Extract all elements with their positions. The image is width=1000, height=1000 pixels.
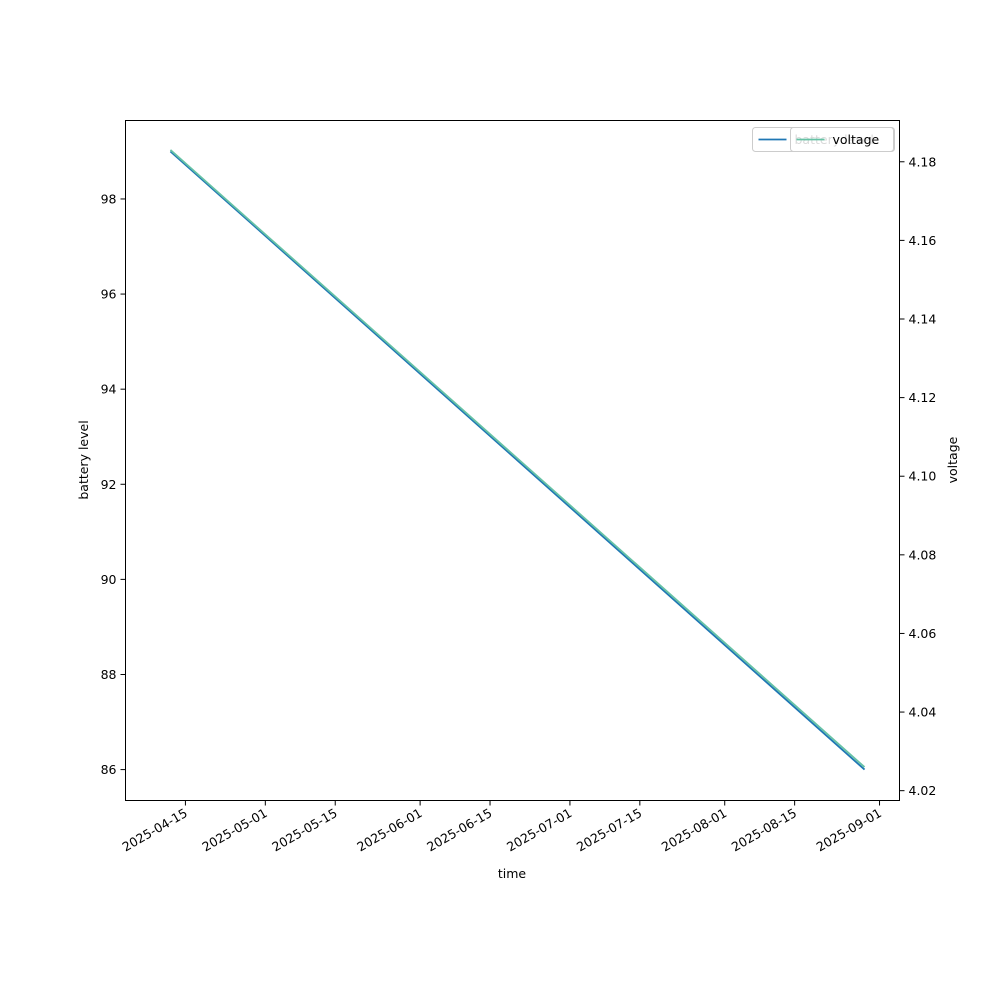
series-layer — [169, 149, 866, 771]
x-axis-label: time — [498, 866, 527, 881]
y-left-tick-label: 88 — [101, 667, 117, 682]
legend-voltage: voltage — [790, 127, 894, 152]
y-left-tick-label: 94 — [101, 382, 117, 397]
y-axis-right: 4.02 4.04 4.06 4.08 4.10 4.12 4.14 4.16 4.18 — [899, 154, 937, 798]
plot-frame — [125, 120, 900, 801]
x-tick-label: 2025-06-01 — [354, 805, 424, 854]
x-axis: 2025-04-15 2025-05-01 2025-05-15 2025-06-01… — [120, 800, 884, 854]
y-right-tick-label: 4.06 — [909, 626, 937, 641]
y-right-tick-label: 4.04 — [909, 705, 937, 720]
x-tick-label: 2025-08-01 — [659, 805, 729, 854]
legend-label: voltage — [833, 132, 880, 147]
x-tick-label: 2025-05-01 — [199, 805, 269, 854]
x-tick-label: 2025-04-15 — [120, 805, 190, 854]
series-line-voltage — [169, 149, 866, 768]
x-tick-label: 2025-06-15 — [424, 805, 494, 854]
y-right-tick-label: 4.18 — [909, 154, 937, 169]
y-left-tick-label: 92 — [101, 477, 117, 492]
x-tick-label: 2025-07-15 — [574, 805, 644, 854]
y-right-tick-label: 4.16 — [909, 233, 937, 248]
y-axis-right-label: voltage — [945, 436, 960, 483]
x-tick-label: 2025-07-01 — [504, 805, 574, 854]
y-right-tick-label: 4.12 — [909, 390, 937, 405]
y-right-tick-label: 4.02 — [909, 783, 937, 798]
x-tick-label: 2025-08-15 — [729, 805, 799, 854]
y-left-tick-label: 90 — [101, 572, 117, 587]
y-axis-left: 86 88 90 92 94 96 98 — [101, 191, 126, 777]
x-tick-label: 2025-09-01 — [814, 805, 884, 854]
x-tick-label: 2025-05-15 — [269, 805, 339, 854]
legend-box — [790, 127, 894, 152]
y-right-tick-label: 4.10 — [909, 469, 937, 484]
y-left-tick-label: 86 — [101, 762, 117, 777]
y-axis-left-label: battery level — [76, 420, 91, 499]
y-right-tick-label: 4.14 — [909, 311, 937, 326]
y-left-tick-label: 98 — [101, 191, 117, 206]
y-right-tick-label: 4.08 — [909, 547, 937, 562]
y-left-tick-label: 96 — [101, 287, 117, 302]
series-line-battery-level — [169, 150, 866, 771]
